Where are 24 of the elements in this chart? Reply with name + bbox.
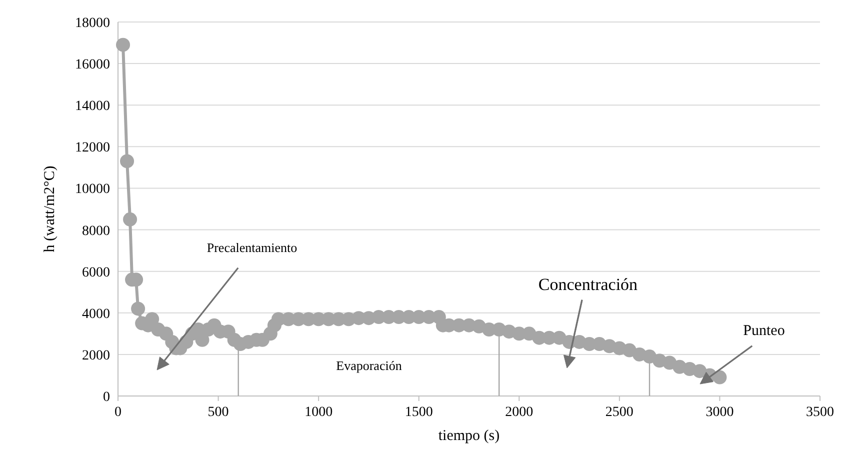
x-tick-label: 1500 [404,405,433,420]
y-tick-label: 16000 [75,58,110,73]
x-tick-label: 500 [208,405,229,420]
y-tick-label: 18000 [75,16,110,31]
y-tick-label: 12000 [75,140,110,156]
annotation: Punteo [743,323,785,339]
y-tick-label: 0 [103,390,110,405]
y-tick-label: 6000 [82,265,110,280]
x-tick-label: 2500 [605,405,634,420]
y-tick-label: 8000 [82,224,110,239]
x-tick-label: 3000 [706,405,734,420]
y-axis-title: h (watt/m2°C) [42,166,58,252]
y-tick-label: 14000 [75,99,110,114]
y-tick-label: 10000 [75,182,110,198]
x-tick-label: 2000 [505,405,534,420]
x-tick-label: 0 [114,405,122,420]
x-axis-title: tiempo (s) [438,428,500,444]
annotation: Concentración [538,275,638,294]
y-tick-label: 4000 [82,306,110,322]
annotation: Evaporación [336,358,402,373]
x-tick-label: 3500 [806,405,834,420]
x-tick-label: 1000 [304,405,333,420]
annotation: Precalentamiento [206,240,298,255]
y-tick-label: 2000 [82,348,110,364]
